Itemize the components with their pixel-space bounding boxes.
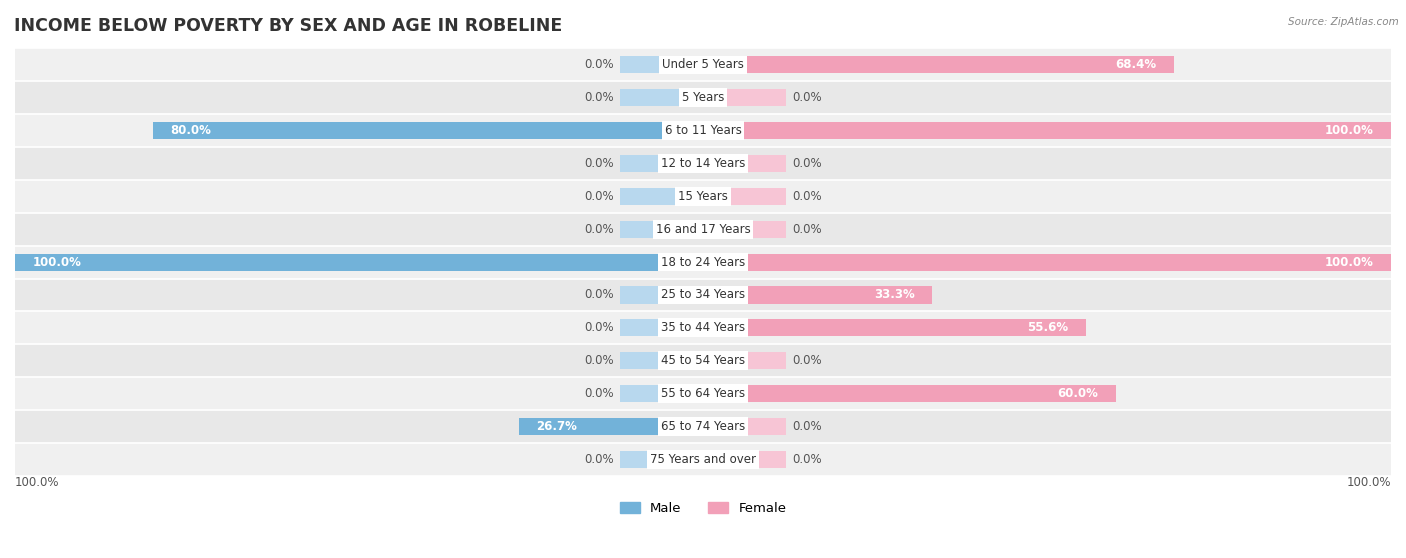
Bar <box>703 221 786 238</box>
Bar <box>703 122 786 139</box>
Bar <box>703 286 932 304</box>
Text: 100.0%: 100.0% <box>15 477 59 489</box>
Bar <box>15 278 1391 311</box>
Text: 0.0%: 0.0% <box>793 420 823 433</box>
Bar <box>15 180 1391 213</box>
Text: 100.0%: 100.0% <box>1324 124 1374 137</box>
Text: 5 Years: 5 Years <box>682 92 724 104</box>
Text: 80.0%: 80.0% <box>170 124 211 137</box>
Text: 25 to 34 Years: 25 to 34 Years <box>661 288 745 301</box>
Bar <box>703 451 786 468</box>
Bar <box>703 56 786 74</box>
Bar <box>15 246 1391 278</box>
Text: 100.0%: 100.0% <box>32 256 82 268</box>
Bar <box>153 122 703 139</box>
Bar <box>703 89 786 107</box>
Text: 0.0%: 0.0% <box>583 59 613 71</box>
Bar <box>15 311 1391 344</box>
Text: 0.0%: 0.0% <box>583 223 613 235</box>
Text: 35 to 44 Years: 35 to 44 Years <box>661 321 745 334</box>
Text: 0.0%: 0.0% <box>583 288 613 301</box>
Bar <box>15 81 1391 114</box>
Bar <box>620 89 703 107</box>
Text: 12 to 14 Years: 12 to 14 Years <box>661 157 745 170</box>
Text: 100.0%: 100.0% <box>1347 477 1391 489</box>
Text: 0.0%: 0.0% <box>583 92 613 104</box>
Bar <box>620 451 703 468</box>
Text: 33.3%: 33.3% <box>875 288 915 301</box>
Bar <box>703 253 1391 271</box>
Bar <box>620 122 703 139</box>
Text: INCOME BELOW POVERTY BY SEX AND AGE IN ROBELINE: INCOME BELOW POVERTY BY SEX AND AGE IN R… <box>14 17 562 35</box>
Text: 0.0%: 0.0% <box>793 223 823 235</box>
Text: 26.7%: 26.7% <box>537 420 578 433</box>
Bar <box>703 155 786 172</box>
Bar <box>703 418 786 435</box>
Text: 45 to 54 Years: 45 to 54 Years <box>661 354 745 367</box>
Bar <box>15 147 1391 180</box>
Text: Under 5 Years: Under 5 Years <box>662 59 744 71</box>
Bar <box>15 443 1391 476</box>
Text: 0.0%: 0.0% <box>583 190 613 203</box>
Legend: Male, Female: Male, Female <box>614 497 792 521</box>
Bar <box>703 385 1116 402</box>
Text: 0.0%: 0.0% <box>583 453 613 466</box>
Bar <box>703 286 786 304</box>
Bar <box>620 253 703 271</box>
Text: 6 to 11 Years: 6 to 11 Years <box>665 124 741 137</box>
Text: 0.0%: 0.0% <box>583 354 613 367</box>
Bar <box>15 377 1391 410</box>
Bar <box>620 319 703 336</box>
Text: 60.0%: 60.0% <box>1057 387 1098 400</box>
Text: 100.0%: 100.0% <box>1324 256 1374 268</box>
Bar <box>519 418 703 435</box>
Bar <box>703 56 1174 74</box>
Text: 0.0%: 0.0% <box>793 190 823 203</box>
Bar <box>703 253 786 271</box>
Bar <box>703 319 1085 336</box>
Bar <box>703 188 786 205</box>
Text: Source: ZipAtlas.com: Source: ZipAtlas.com <box>1288 17 1399 27</box>
Bar <box>620 155 703 172</box>
Text: 75 Years and over: 75 Years and over <box>650 453 756 466</box>
Text: 18 to 24 Years: 18 to 24 Years <box>661 256 745 268</box>
Text: 55.6%: 55.6% <box>1028 321 1069 334</box>
Text: 0.0%: 0.0% <box>793 354 823 367</box>
Bar <box>620 418 703 435</box>
Text: 16 and 17 Years: 16 and 17 Years <box>655 223 751 235</box>
Text: 0.0%: 0.0% <box>793 157 823 170</box>
Text: 68.4%: 68.4% <box>1115 59 1156 71</box>
Text: 15 Years: 15 Years <box>678 190 728 203</box>
Text: 0.0%: 0.0% <box>793 92 823 104</box>
Bar <box>703 385 786 402</box>
Text: 0.0%: 0.0% <box>583 157 613 170</box>
Bar <box>620 352 703 369</box>
Text: 65 to 74 Years: 65 to 74 Years <box>661 420 745 433</box>
Bar <box>620 385 703 402</box>
Text: 0.0%: 0.0% <box>793 453 823 466</box>
Bar <box>703 122 1391 139</box>
Bar <box>703 319 786 336</box>
Bar <box>15 253 703 271</box>
Bar <box>15 49 1391 81</box>
Bar <box>15 213 1391 246</box>
Text: 55 to 64 Years: 55 to 64 Years <box>661 387 745 400</box>
Bar <box>620 56 703 74</box>
Bar <box>15 410 1391 443</box>
Bar <box>620 188 703 205</box>
Text: 0.0%: 0.0% <box>583 387 613 400</box>
Bar <box>15 114 1391 147</box>
Bar <box>15 344 1391 377</box>
Text: 0.0%: 0.0% <box>583 321 613 334</box>
Bar <box>703 352 786 369</box>
Bar <box>620 286 703 304</box>
Bar <box>620 221 703 238</box>
